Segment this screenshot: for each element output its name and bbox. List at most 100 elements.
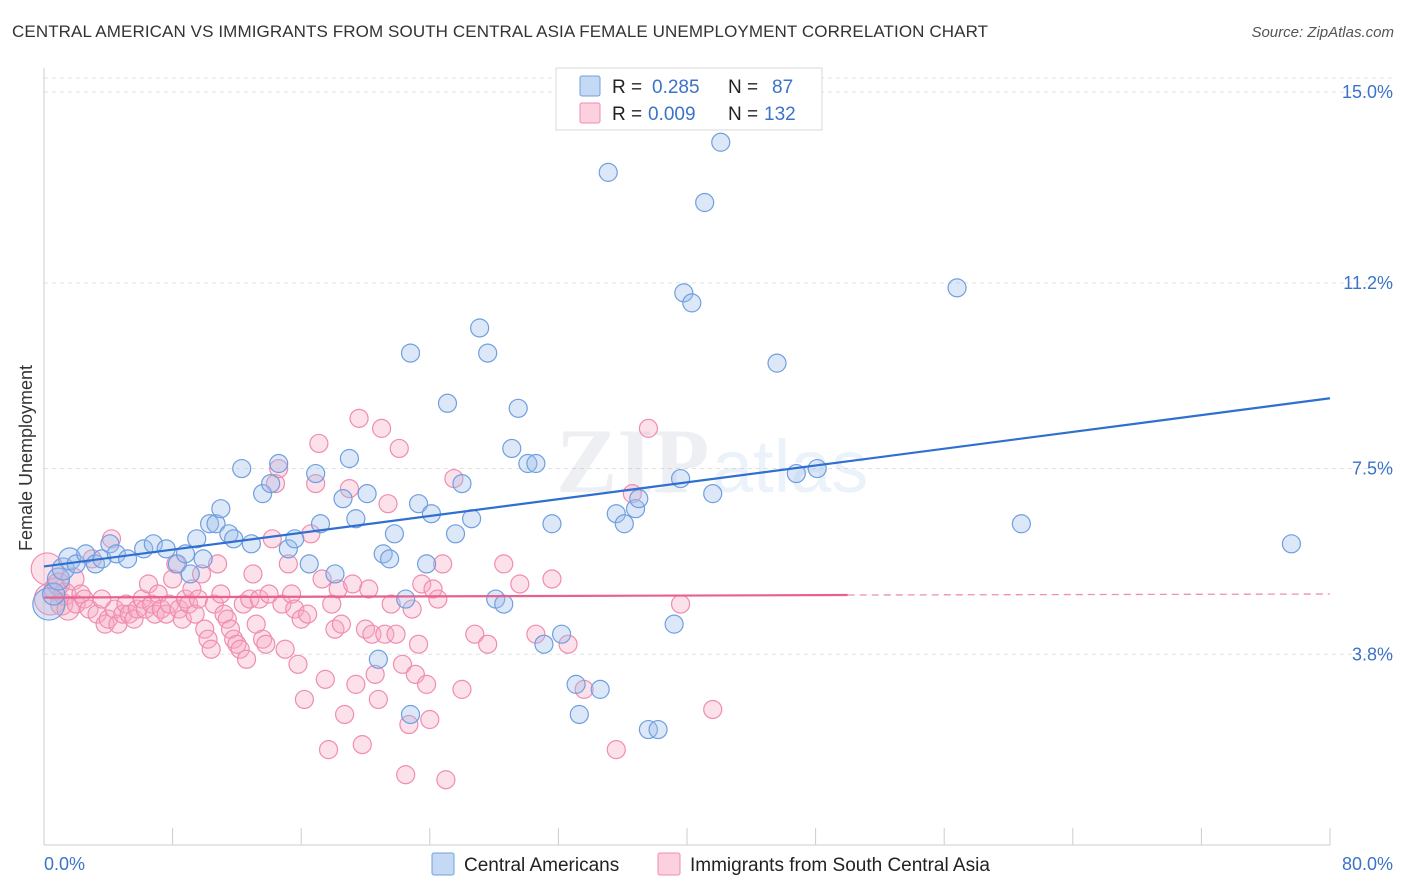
central-americans-point-85 (947, 278, 967, 298)
central-americans-point-77 (674, 283, 694, 303)
central-americans-point-38 (346, 509, 366, 529)
south-central-asia-point-89 (343, 574, 363, 594)
central-americans-point-81 (711, 132, 731, 152)
south-central-asia-point-109 (408, 634, 429, 654)
central-americans-point-46 (400, 343, 421, 363)
legend-label-south-central-asia: Immigrants from South Central Asia (690, 855, 990, 876)
south-central-asia-point-101 (381, 594, 401, 614)
central-americans-point-47 (408, 494, 429, 514)
south-central-asia-point-78 (306, 473, 326, 494)
south-central-asia-point-67 (269, 458, 289, 479)
south-central-asia-point-81 (315, 669, 335, 689)
south-central-asia-point-61 (249, 589, 270, 609)
south-central-asia-point-123 (526, 624, 546, 644)
central-americans-point-80 (703, 484, 723, 504)
central-americans-point-9 (100, 534, 120, 554)
south-central-asia-point-16 (98, 609, 118, 629)
south-central-asia-point-121 (494, 554, 514, 574)
south-central-asia-point-86 (331, 614, 351, 634)
central-americans-point-79 (695, 192, 715, 213)
central-americans-point-60 (518, 453, 538, 474)
south-central-asia-point-92 (352, 735, 372, 755)
trend-lines (43, 397, 1331, 599)
central-americans-point-65 (566, 674, 586, 694)
central-americans-point-22 (211, 499, 231, 519)
central-americans-point-73 (638, 719, 659, 740)
central-americans-point-82 (767, 353, 787, 373)
south-central-asia-point-110 (412, 574, 432, 594)
south-central-asia-point-84 (325, 619, 345, 639)
south-central-asia-point-62 (253, 629, 273, 649)
south-central-asia-point-72 (285, 599, 305, 619)
central-americans-point-25 (232, 458, 252, 479)
south-central-asia-point-98 (371, 418, 392, 438)
south-central-asia-point-96 (365, 664, 385, 684)
south-central-asia-point-116 (436, 770, 456, 790)
south-central-asia-point-14 (92, 589, 112, 609)
central-americans-point-33 (306, 463, 326, 484)
central-americans-point-41 (373, 544, 393, 564)
south-central-asia-point-124 (542, 569, 562, 589)
central-americans-point-44 (396, 589, 416, 609)
central-americans-point-36 (333, 489, 353, 509)
central-americans-point-74 (648, 719, 668, 740)
south-central-asia-point-80 (312, 569, 332, 589)
south-central-asia-point-74 (291, 609, 311, 629)
central-americans-point-21 (206, 514, 226, 534)
south-central-asia-point-107 (402, 599, 422, 619)
legend-swatch-blue (579, 75, 601, 97)
south-central-asia-point-127 (606, 740, 626, 760)
series-legend: Central Americans Immigrants from South … (431, 852, 990, 876)
south-central-asia-point-100 (378, 494, 398, 514)
central-americans-point-69 (606, 504, 626, 524)
central-americans-point-15 (167, 554, 188, 574)
central-americans-point-48 (416, 554, 437, 574)
chart-title: CENTRAL AMERICAN VS IMMIGRANTS FROM SOUT… (12, 22, 989, 41)
svg-text:ZIP: ZIP (556, 410, 709, 512)
legend-swatch-central-americans (431, 852, 455, 876)
central-americans-point-1 (42, 582, 66, 606)
south-central-asia-point-130 (670, 594, 691, 614)
central-americans-point-58 (502, 438, 522, 459)
central-americans-point-34 (310, 514, 331, 534)
central-americans-point-40 (368, 649, 388, 669)
central-americans-point-62 (534, 634, 554, 654)
axes (43, 68, 1331, 846)
south-central-asia-point-39 (179, 594, 199, 614)
south-central-asia-point-46 (201, 639, 221, 659)
south-central-asia-point-13 (87, 604, 107, 624)
central-americans-point-72 (629, 489, 649, 509)
central-americans-point-28 (261, 473, 281, 494)
south-central-asia-point-55 (230, 639, 250, 659)
south-central-asia-point-94 (359, 579, 379, 599)
south-central-asia-point-112 (420, 709, 440, 730)
south-central-asia-point-54 (227, 634, 247, 654)
south-central-asia-point-79 (309, 433, 329, 454)
series-immigrants-south-central-asia (30, 408, 723, 790)
south-central-asia-point-43 (191, 564, 212, 584)
y-tick-labels: 3.8% 7.5% 11.2% 15.0% (1342, 82, 1393, 664)
central-americans-point-49 (421, 504, 442, 524)
central-americans-point-78 (682, 293, 702, 313)
south-central-asia-point-69 (275, 639, 295, 659)
south-central-asia-point-29 (145, 604, 165, 624)
south-central-asia-point-104 (392, 654, 413, 674)
series-central-americans (32, 132, 1302, 740)
central-americans-point-57 (494, 594, 514, 614)
y-tick-label-3: 15.0% (1342, 82, 1393, 102)
central-americans-point-67 (590, 679, 610, 699)
central-americans-point-55 (478, 343, 498, 363)
central-americans-point-24 (224, 529, 244, 549)
legend-swatch-south-central-asia (657, 852, 681, 876)
south-central-asia-point-111 (416, 674, 437, 694)
south-central-asia-point-48 (208, 554, 228, 574)
south-central-asia-point-106 (399, 714, 419, 735)
south-central-asia-point-64 (259, 584, 279, 604)
central-americans-point-64 (552, 624, 572, 644)
central-americans-point-35 (325, 564, 345, 584)
south-central-asia-point-115 (433, 554, 453, 574)
south-central-asia-point-26 (135, 599, 155, 619)
central-americans-point-32 (299, 554, 319, 574)
south-central-asia-point-66 (265, 473, 286, 494)
